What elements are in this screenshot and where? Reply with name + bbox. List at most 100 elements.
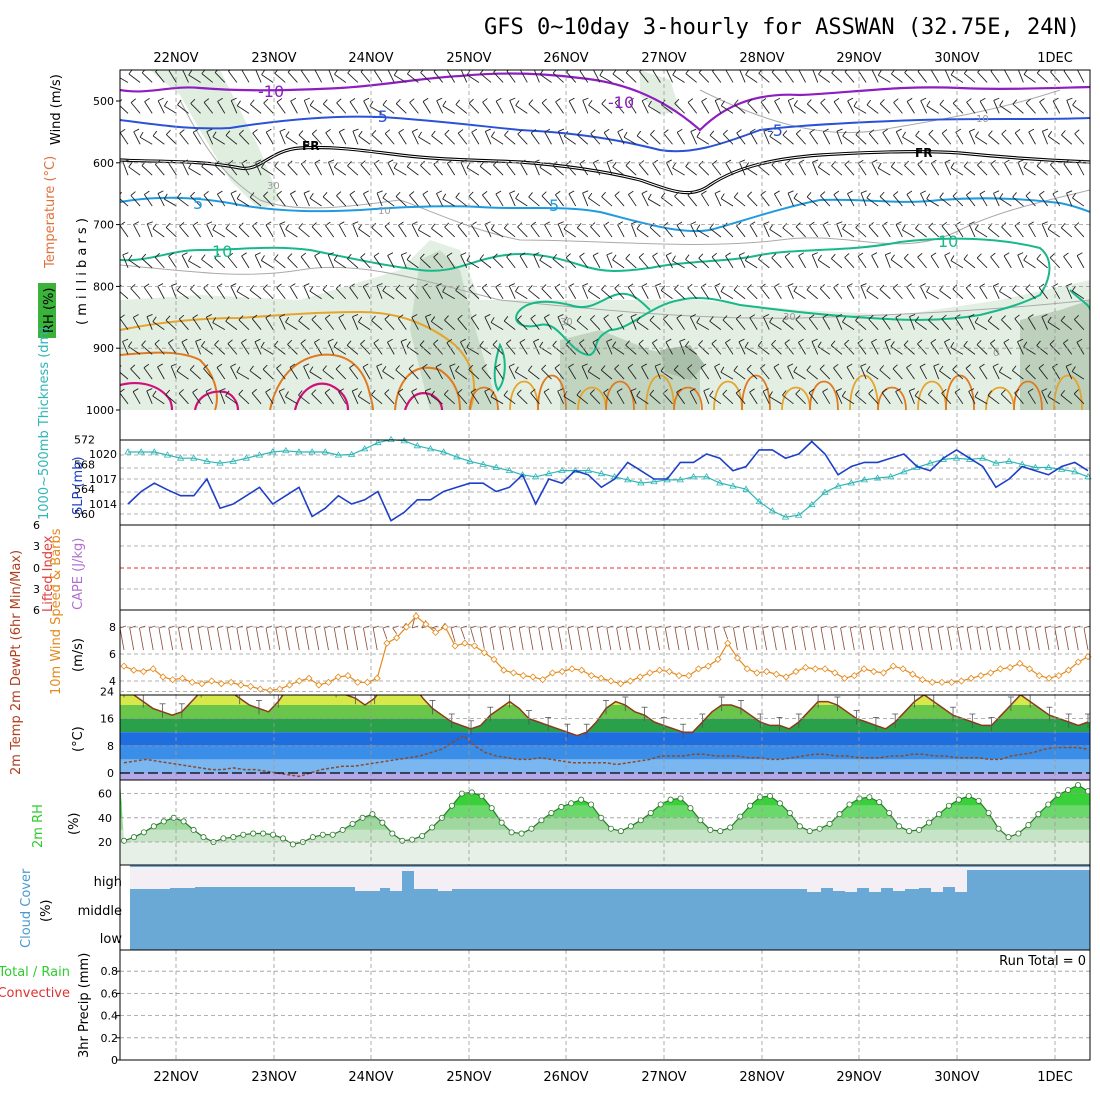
barb-flag (552, 253, 558, 260)
barb-staff (941, 392, 952, 405)
barb-flag (893, 98, 899, 103)
barb-flag (544, 314, 550, 319)
barb (188, 255, 201, 269)
barb-staff (442, 198, 455, 207)
barb (328, 70, 335, 83)
rh-shade-right (1020, 300, 1090, 410)
barb (762, 314, 770, 330)
bottom-date-labels: 22NOV 23NOV 24NOV 25NOV 26NOV 27NOV 28NOV 29NOV… (153, 1070, 1072, 1085)
barb-staff (601, 289, 613, 300)
rh-marker-69 (806, 828, 813, 835)
barb-staff (333, 259, 347, 269)
barb-flag (457, 388, 463, 394)
barb (303, 190, 310, 207)
barb-flag (230, 283, 237, 287)
barb-staff (820, 102, 831, 114)
barb (941, 221, 952, 238)
rh-marker-92 (1035, 811, 1042, 818)
barb-staff (782, 227, 794, 238)
wind-marker-53 (636, 673, 644, 681)
temp2m-unit: (°C) (71, 726, 86, 752)
barb-staff (649, 227, 661, 238)
barb-staff (309, 197, 322, 207)
thickness-marker-54 (834, 482, 842, 489)
barb-staff (917, 343, 927, 355)
barb-flag (771, 339, 777, 345)
rh-marker-89 (1005, 834, 1012, 841)
barb-staff (977, 164, 988, 176)
barb-flag (495, 190, 502, 195)
barb-staff (649, 394, 661, 405)
barb-flag (914, 390, 919, 397)
barb (1052, 97, 1061, 114)
barb-staff (612, 166, 625, 176)
barb-staff (252, 225, 262, 238)
barb (674, 98, 685, 114)
barb (612, 341, 625, 355)
rh-marker-81 (925, 819, 932, 826)
wind10-barb-flag-8 (197, 625, 205, 629)
barb (976, 253, 988, 269)
barb (744, 255, 758, 269)
barb-staff (251, 392, 262, 405)
barb-staff (181, 255, 189, 269)
barb-staff (844, 257, 855, 269)
barb (278, 314, 286, 330)
wind10-barb-flag-98 (1074, 625, 1081, 629)
barb-staff (408, 287, 419, 300)
barb-flag (1012, 192, 1017, 198)
barb-flag (676, 128, 683, 133)
barb (397, 314, 407, 330)
barb-flag (582, 283, 589, 287)
slp-grid (120, 440, 1090, 525)
barb-staff (990, 163, 1000, 176)
barb (944, 70, 952, 83)
barb (625, 70, 637, 83)
wind10-barb-41 (518, 627, 524, 651)
barb (808, 388, 819, 405)
barb-flag (795, 315, 801, 320)
thickness-marker-48 (755, 497, 763, 504)
barb-flag (252, 314, 258, 320)
barb (133, 128, 141, 145)
barb (143, 363, 153, 380)
barb-staff (749, 131, 758, 145)
wind-marker-33 (441, 623, 449, 631)
barb (722, 315, 734, 330)
barb-flag (279, 314, 286, 318)
barb-staff (120, 371, 129, 380)
barb (576, 390, 589, 405)
barb-flag (422, 97, 429, 102)
barb-staff (904, 72, 915, 83)
barb (387, 159, 395, 176)
barb-flag (490, 317, 495, 323)
barb (1012, 365, 1024, 380)
barb (177, 99, 189, 114)
top-date-30nov: 30NOV (934, 51, 979, 66)
wind10-barb-56 (664, 627, 670, 651)
barb (479, 161, 492, 176)
barb (660, 192, 673, 207)
wind10-barb-flag-45 (558, 625, 565, 629)
barb-staff (855, 227, 867, 238)
barb-flag (1036, 70, 1041, 74)
barb-staff (579, 163, 589, 176)
barb-flag (285, 131, 290, 137)
barb-flag (261, 162, 266, 168)
barb-staff (698, 164, 710, 176)
barb-staff (806, 103, 819, 114)
barb (744, 341, 758, 355)
barb-flag (433, 252, 439, 258)
barb-flag (447, 159, 453, 164)
barb-flag (968, 388, 975, 392)
barb-flag (335, 364, 341, 370)
barb (787, 283, 794, 299)
barb-staff (641, 286, 649, 299)
barb-flag (238, 129, 244, 135)
wind10-barb-61 (713, 627, 719, 651)
barb (358, 223, 371, 238)
rh-marker-35 (468, 789, 475, 796)
barb-staff (407, 73, 419, 83)
barb-staff (520, 70, 528, 83)
wind10-barb-flag-10 (217, 625, 224, 629)
